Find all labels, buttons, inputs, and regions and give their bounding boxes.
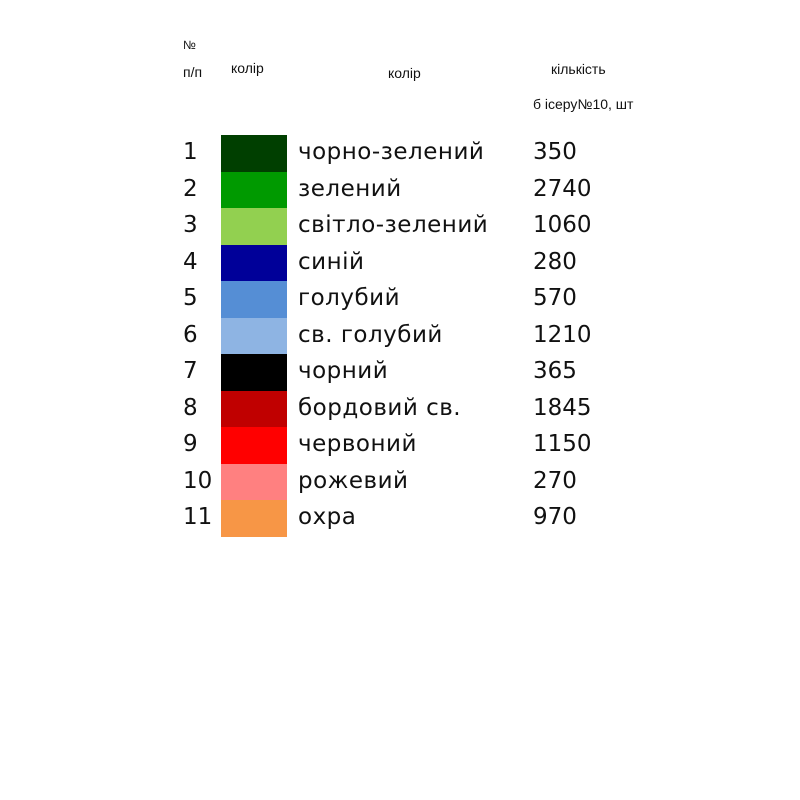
color-name: синій bbox=[298, 248, 365, 275]
bead-quantity: 570 bbox=[533, 285, 577, 311]
table-row: 2 зелений 2740 bbox=[0, 171, 800, 209]
color-name: чорний bbox=[298, 358, 389, 384]
table-row: 3 світло-зелений 1060 bbox=[0, 208, 800, 245]
color-name: рожевий bbox=[298, 467, 409, 494]
header-num: п/п bbox=[183, 64, 203, 80]
color-swatch bbox=[221, 463, 287, 501]
row-number: 9 bbox=[183, 431, 198, 457]
color-name: світло-зелений bbox=[298, 212, 489, 238]
bead-quantity: 2740 bbox=[533, 175, 592, 202]
table-row: 5 голубий 570 bbox=[0, 281, 800, 318]
table-row: 10 рожевий 270 bbox=[0, 463, 800, 501]
row-number: 4 bbox=[183, 248, 198, 275]
table-row: 1 чорно-зелений 350 bbox=[0, 135, 800, 172]
bead-quantity: 270 bbox=[533, 467, 577, 494]
bead-quantity: 1060 bbox=[533, 212, 592, 238]
header-num-symbol: № bbox=[183, 38, 196, 52]
bead-quantity: 350 bbox=[533, 139, 577, 165]
color-swatch bbox=[221, 390, 287, 428]
color-name: охра bbox=[298, 504, 357, 530]
header-color-swatch: колір bbox=[231, 60, 264, 76]
color-swatch bbox=[221, 244, 287, 282]
color-swatch bbox=[221, 281, 287, 318]
bead-quantity: 970 bbox=[533, 504, 577, 530]
row-number: 3 bbox=[183, 212, 198, 238]
color-swatch bbox=[221, 500, 287, 537]
row-number: 1 bbox=[183, 139, 198, 165]
table-row: 4 синій 280 bbox=[0, 244, 800, 282]
color-swatch bbox=[221, 317, 287, 355]
bead-quantity: 1210 bbox=[533, 321, 592, 348]
header-qty-unit: б ісеру№10, шт bbox=[533, 96, 634, 112]
color-name: голубий bbox=[298, 285, 401, 311]
color-name: бордовий св. bbox=[298, 394, 462, 421]
header-qty: кількість bbox=[551, 61, 606, 77]
color-swatch bbox=[221, 354, 287, 391]
row-number: 7 bbox=[183, 358, 198, 384]
table-row: 11 охра 970 bbox=[0, 500, 800, 537]
color-name: червоний bbox=[298, 431, 417, 457]
table-row: 7 чорний 365 bbox=[0, 354, 800, 391]
color-name: чорно-зелений bbox=[298, 139, 485, 165]
bead-quantity: 1150 bbox=[533, 431, 592, 457]
row-number: 6 bbox=[183, 321, 198, 348]
row-number: 8 bbox=[183, 394, 198, 421]
row-number: 5 bbox=[183, 285, 198, 311]
bead-quantity: 280 bbox=[533, 248, 577, 275]
row-number: 2 bbox=[183, 175, 198, 202]
bead-quantity: 1845 bbox=[533, 394, 592, 421]
color-swatch bbox=[221, 135, 287, 172]
header-color-name: колір bbox=[388, 65, 421, 81]
row-number: 10 bbox=[183, 467, 213, 494]
color-swatch bbox=[221, 427, 287, 464]
color-name: св. голубий bbox=[298, 321, 443, 348]
row-number: 11 bbox=[183, 504, 213, 530]
table-row: 6 св. голубий 1210 bbox=[0, 317, 800, 355]
color-swatch bbox=[221, 208, 287, 245]
color-swatch bbox=[221, 171, 287, 209]
bead-quantity: 365 bbox=[533, 358, 577, 384]
color-name: зелений bbox=[298, 175, 402, 202]
table-row: 9 червоний 1150 bbox=[0, 427, 800, 464]
table-row: 8 бордовий св. 1845 bbox=[0, 390, 800, 428]
